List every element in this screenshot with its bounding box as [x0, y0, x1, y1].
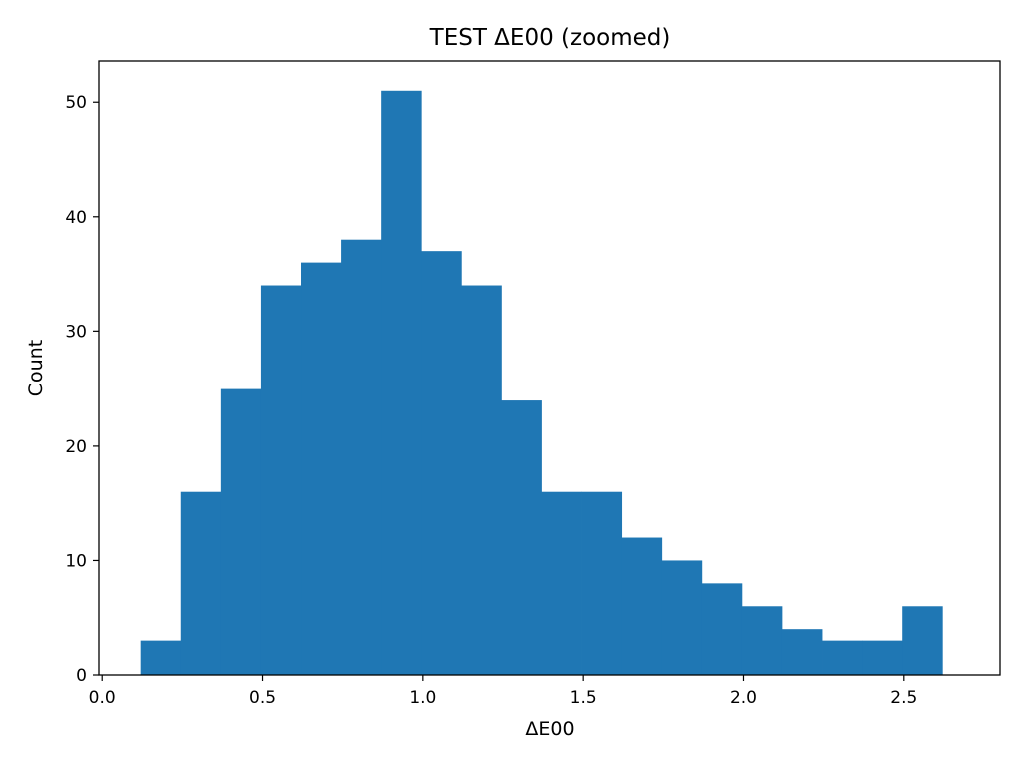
histogram-bar-11 — [581, 491, 623, 675]
histogram-bar-1 — [180, 491, 222, 675]
histogram-bar-16 — [781, 629, 823, 675]
histogram-bar-0 — [140, 640, 182, 675]
y-tick-label: 50 — [65, 93, 87, 113]
x-tick-label: 1.5 — [570, 688, 597, 708]
histogram-bar-10 — [541, 491, 582, 675]
y-tick-label: 10 — [65, 551, 87, 571]
histogram-bar-19 — [902, 606, 943, 675]
y-tick-label: 0 — [76, 666, 87, 686]
y-tick-label: 20 — [65, 437, 87, 457]
histogram-bar-17 — [822, 640, 863, 675]
x-tick-label: 1.0 — [409, 688, 436, 708]
y-tick-label: 30 — [65, 322, 87, 342]
histogram-bar-8 — [461, 285, 502, 675]
histogram-bar-15 — [741, 606, 783, 675]
x-tick-label: 0.5 — [249, 688, 276, 708]
x-tick-label: 2.5 — [890, 688, 917, 708]
x-axis-ticks: 0.0 0.5 1.0 1.5 2.0 2.5 — [89, 675, 917, 708]
histogram-bar-5 — [341, 239, 382, 676]
histogram-bar-3 — [260, 285, 302, 675]
histogram-bar-4 — [301, 262, 342, 675]
y-tick-label: 40 — [65, 208, 87, 228]
x-tick-label: 0.0 — [89, 688, 116, 708]
y-axis-ticks: 0 10 20 30 40 50 — [65, 93, 99, 686]
histogram-bar-7 — [421, 251, 462, 675]
x-axis-label: ΔE00 — [525, 718, 574, 740]
histogram-bar-14 — [701, 583, 743, 675]
histogram-bar-18 — [862, 640, 903, 675]
histogram-bar-6 — [381, 90, 422, 676]
histogram-bar-2 — [220, 388, 262, 675]
chart-title: TEST ΔE00 (zoomed) — [429, 25, 671, 51]
histogram-bar-12 — [621, 537, 663, 675]
plot-frame — [98, 60, 1001, 676]
histogram-bar-13 — [661, 560, 703, 675]
histogram-bar-9 — [501, 400, 542, 675]
bars-group — [140, 90, 943, 676]
x-tick-label: 2.0 — [730, 688, 757, 708]
y-axis-label: Count — [25, 340, 47, 396]
